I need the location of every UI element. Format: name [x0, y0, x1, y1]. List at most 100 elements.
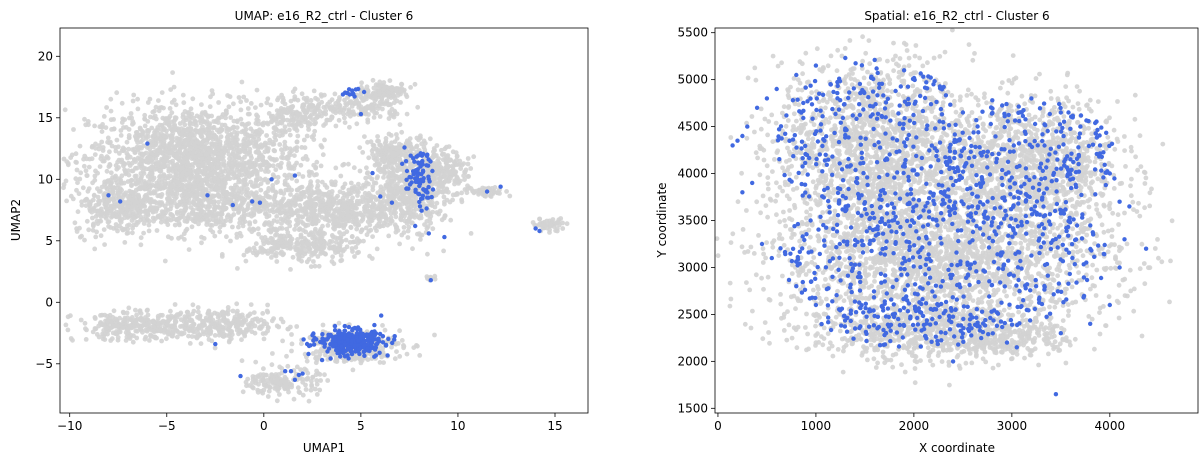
- background-cell-point: [426, 211, 432, 216]
- background-cell-point: [65, 314, 71, 320]
- background-cell-point: [181, 100, 187, 106]
- background-cell-point: [333, 165, 339, 171]
- background-cell-point: [199, 234, 204, 240]
- background-cell-point: [153, 183, 158, 189]
- background-cell-point: [284, 117, 290, 123]
- background-cell-point: [548, 221, 553, 227]
- background-cell-point: [266, 146, 271, 151]
- background-cell-point: [401, 225, 407, 230]
- background-cell-point: [298, 219, 304, 225]
- background-cell-point: [412, 81, 418, 87]
- background-cell-point: [288, 267, 293, 272]
- background-cell-point: [125, 204, 131, 209]
- background-cell-point: [399, 129, 405, 135]
- background-cell-point: [435, 190, 441, 196]
- background-cell-point: [117, 329, 123, 335]
- background-cell-point: [157, 174, 162, 180]
- background-cell-point: [287, 127, 292, 133]
- background-cell-point: [122, 240, 128, 245]
- background-cell-point: [274, 259, 280, 264]
- background-cell-point: [162, 126, 167, 131]
- background-cell-point: [113, 163, 119, 168]
- background-cell-point: [218, 134, 224, 140]
- background-cell-point: [225, 175, 231, 181]
- background-cell-point: [278, 233, 283, 239]
- background-cell-point: [313, 116, 318, 122]
- background-cell-point: [224, 192, 229, 198]
- background-cell-point: [126, 115, 132, 121]
- background-cell-point: [365, 170, 371, 176]
- background-cell-point: [71, 127, 76, 132]
- background-cell-point: [247, 159, 253, 165]
- background-cell-point: [241, 211, 247, 216]
- background-cell-point: [282, 139, 288, 145]
- background-cell-point: [154, 228, 160, 233]
- background-cell-point: [123, 169, 128, 174]
- background-cell-point: [215, 164, 221, 170]
- background-cell-point: [444, 159, 450, 165]
- background-cell-point: [248, 133, 254, 139]
- background-cell-point: [300, 228, 306, 233]
- background-cell-point: [396, 144, 401, 150]
- background-cell-point: [95, 170, 100, 176]
- background-cell-point: [184, 195, 190, 200]
- background-cell-point: [311, 132, 317, 138]
- background-cell-point: [280, 155, 286, 161]
- background-cell-point: [253, 105, 258, 110]
- background-cell-point: [299, 239, 304, 245]
- background-cell-point: [355, 212, 361, 217]
- background-cell-point: [125, 226, 131, 232]
- background-cell-point: [148, 184, 153, 189]
- background-cell-point: [103, 184, 109, 190]
- background-cell-point: [209, 88, 215, 93]
- background-cell-point: [340, 162, 346, 168]
- background-cell-point: [169, 119, 175, 125]
- background-cell-point: [86, 164, 92, 170]
- background-cell-point: [237, 163, 243, 168]
- background-cell-point: [189, 224, 195, 230]
- background-cell-point: [195, 158, 200, 164]
- background-cell-point: [126, 305, 132, 311]
- background-cell-point: [405, 228, 411, 234]
- background-cell-point: [386, 174, 391, 180]
- background-cell-point: [209, 223, 215, 228]
- background-cell-point: [121, 163, 126, 169]
- background-cell-point: [309, 103, 315, 109]
- background-cell-point: [240, 167, 246, 173]
- background-cell-point: [174, 217, 180, 223]
- background-cell-point: [241, 252, 247, 258]
- background-cell-point: [135, 155, 141, 161]
- background-cell-point: [258, 181, 264, 187]
- background-cell-point: [161, 164, 167, 170]
- background-cell-point: [331, 261, 337, 267]
- background-cell-point: [131, 215, 137, 221]
- background-cell-point: [168, 203, 174, 209]
- background-cell-point: [235, 141, 240, 147]
- background-cell-point: [225, 126, 231, 132]
- background-cell-point: [394, 162, 400, 168]
- background-cell-point: [99, 184, 105, 190]
- background-cell-point: [336, 102, 342, 107]
- background-cell-point: [116, 215, 122, 220]
- background-cell-point: [179, 126, 185, 131]
- background-cell-point: [180, 114, 186, 120]
- background-cell-point: [318, 233, 324, 239]
- background-cell-point: [80, 185, 86, 191]
- background-cell-point: [171, 97, 177, 103]
- background-cell-point: [114, 90, 120, 96]
- background-cell-point: [167, 106, 173, 111]
- background-cell-point: [394, 224, 400, 230]
- background-cell-point: [383, 146, 388, 152]
- background-cell-point: [457, 158, 463, 164]
- background-cell-point: [312, 217, 317, 223]
- background-cell-point: [81, 163, 87, 169]
- background-cell-point: [99, 206, 104, 212]
- background-cell-point: [334, 206, 340, 212]
- background-cell-point: [303, 97, 309, 103]
- background-cell-point: [183, 190, 189, 196]
- background-cell-point: [83, 326, 88, 332]
- background-cell-point: [139, 153, 145, 159]
- background-cell-point: [93, 203, 99, 208]
- background-cell-point: [184, 156, 190, 162]
- background-cell-point: [260, 122, 266, 128]
